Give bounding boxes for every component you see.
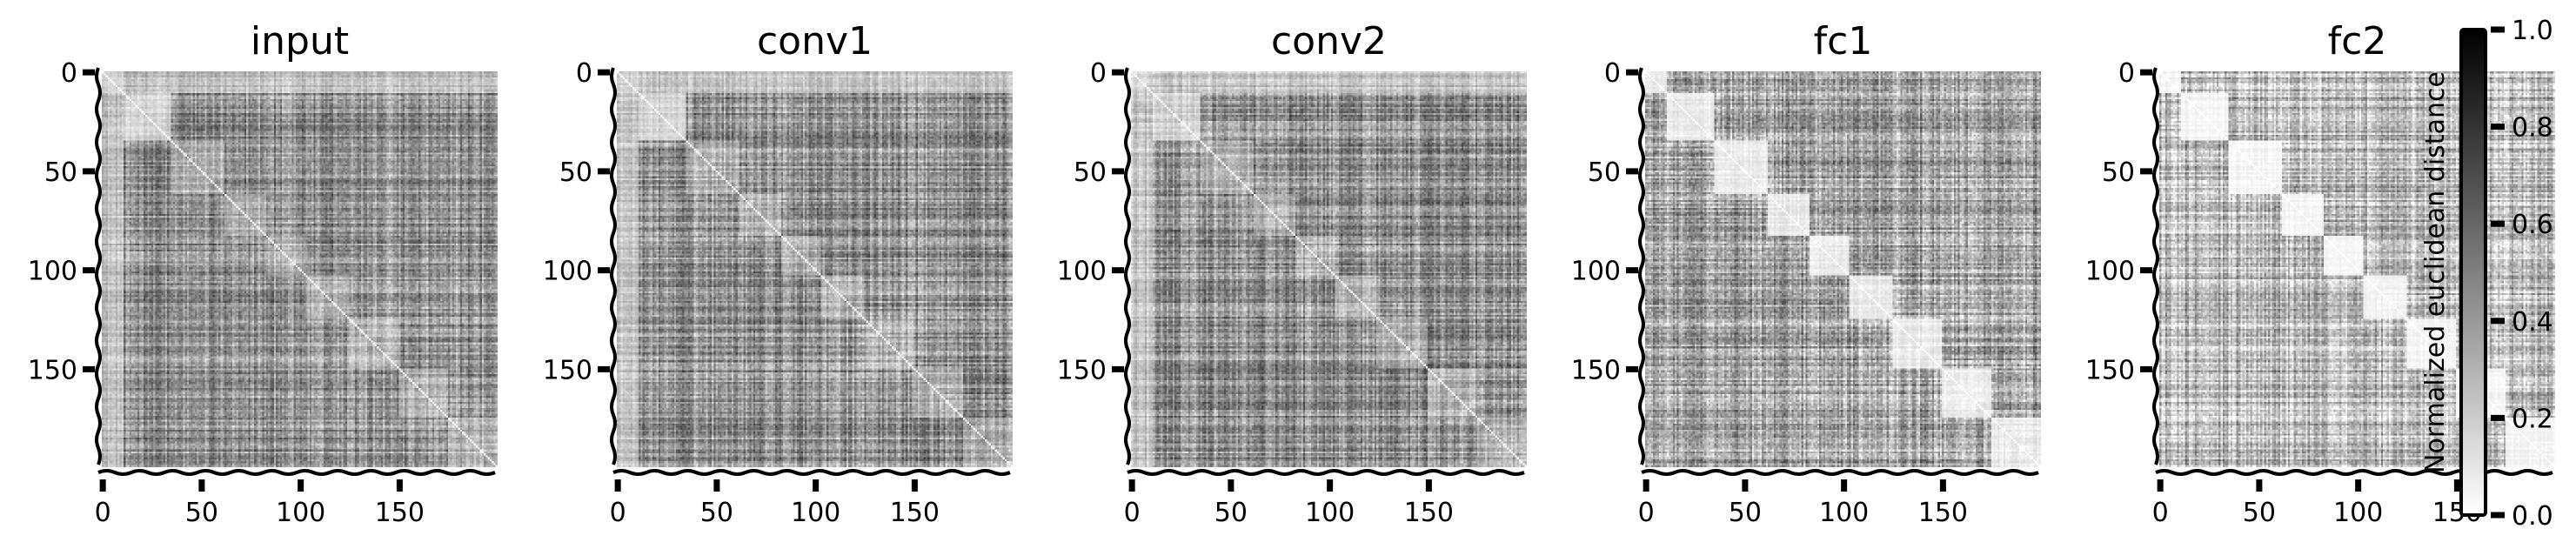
colorbar-tick-label: 0.2 bbox=[2512, 404, 2553, 434]
panel-conv2: conv2 0 50 100 150 0 50 100 150 bbox=[1057, 19, 1527, 528]
panel-input: input 0 50 100 150 0 50 100 150 bbox=[28, 19, 498, 528]
colorbar-gradient bbox=[2461, 30, 2486, 515]
y-tick-label: 150 bbox=[543, 355, 592, 385]
x-tick-label: 100 bbox=[1305, 498, 1355, 528]
panel-title: input bbox=[251, 19, 349, 64]
y-tick-label: 100 bbox=[1571, 257, 1621, 287]
y-tick-label: 150 bbox=[1057, 355, 1107, 385]
heatmap-cells bbox=[617, 71, 1013, 467]
heatmap-cells bbox=[102, 71, 498, 467]
y-axis-spine bbox=[1124, 67, 1131, 465]
y-tick-label: 150 bbox=[28, 355, 77, 385]
y-axis-spine bbox=[610, 67, 617, 465]
x-tick-label: 150 bbox=[890, 498, 940, 528]
heatmap-image bbox=[2159, 71, 2555, 467]
x-tick-label: 100 bbox=[276, 498, 325, 528]
panel-fc1: fc1 0 50 100 150 0 50 100 150 bbox=[1571, 19, 2041, 528]
x-axis-spine bbox=[1641, 469, 2039, 476]
y-tick-label: 0 bbox=[2118, 58, 2135, 89]
colorbar-tick-label: 0.8 bbox=[2512, 113, 2553, 144]
y-tick-label: 150 bbox=[2085, 355, 2135, 385]
y-tick-label: 50 bbox=[1074, 157, 1107, 188]
colorbar-tick-label: 1.0 bbox=[2512, 16, 2553, 46]
x-tick-label: 150 bbox=[1404, 498, 1454, 528]
y-axis-spine bbox=[1638, 67, 1645, 465]
x-tick-label: 50 bbox=[700, 498, 733, 528]
panel-title: fc2 bbox=[2328, 19, 2387, 64]
y-tick-label: 50 bbox=[1588, 157, 1621, 188]
y-tick-label: 50 bbox=[2102, 157, 2135, 188]
panel-title: conv1 bbox=[757, 19, 873, 64]
y-tick-label: 100 bbox=[543, 257, 592, 287]
colorbar: 0.0 0.2 0.4 0.6 0.8 1.0 Normalized euclidean d… bbox=[2420, 16, 2553, 532]
heatmap-image bbox=[1131, 71, 1527, 467]
colorbar-frame bbox=[2459, 28, 2487, 517]
x-tick-label: 0 bbox=[2152, 498, 2169, 528]
y-tick-label: 0 bbox=[1090, 58, 1107, 89]
x-tick-label: 50 bbox=[2243, 498, 2276, 528]
heatmap-image bbox=[617, 71, 1013, 467]
colorbar-tick-label: 0.0 bbox=[2512, 501, 2553, 532]
colorbar-tick-label: 0.4 bbox=[2512, 307, 2553, 338]
x-tick-label: 100 bbox=[2333, 498, 2383, 528]
y-axis-spine bbox=[95, 67, 102, 465]
y-tick-label: 100 bbox=[2085, 257, 2135, 287]
panel-title: conv2 bbox=[1271, 19, 1387, 64]
x-axis-spine bbox=[2155, 469, 2553, 476]
heatmap-panels: input 0 50 100 150 0 50 100 150 conv1 0 50 100 150 0 50… bbox=[28, 19, 2555, 528]
y-tick-label: 150 bbox=[1571, 355, 1621, 385]
x-axis-spine bbox=[612, 469, 1011, 476]
y-tick-label: 50 bbox=[44, 157, 77, 188]
y-tick-label: 50 bbox=[559, 157, 592, 188]
y-tick-label: 100 bbox=[28, 257, 77, 287]
x-tick-label: 150 bbox=[375, 498, 425, 528]
x-tick-label: 0 bbox=[95, 498, 111, 528]
panel-title: fc1 bbox=[1814, 19, 1873, 64]
x-tick-label: 0 bbox=[610, 498, 626, 528]
x-tick-label: 50 bbox=[1214, 498, 1248, 528]
x-tick-label: 0 bbox=[1124, 498, 1141, 528]
y-tick-label: 0 bbox=[61, 58, 77, 89]
x-tick-label: 50 bbox=[1729, 498, 1762, 528]
x-axis-spine bbox=[1127, 469, 1525, 476]
heatmap-image bbox=[102, 71, 498, 467]
x-axis-spine bbox=[97, 469, 496, 476]
x-tick-label: 100 bbox=[1819, 498, 1869, 528]
y-tick-label: 100 bbox=[1057, 257, 1107, 287]
heatmap-cells bbox=[2159, 71, 2555, 467]
colorbar-tick-label: 0.6 bbox=[2512, 210, 2553, 240]
y-tick-label: 0 bbox=[576, 58, 592, 89]
x-tick-label: 150 bbox=[1918, 498, 1968, 528]
x-tick-label: 0 bbox=[1638, 498, 1655, 528]
y-axis-spine bbox=[2152, 67, 2159, 465]
x-tick-label: 50 bbox=[185, 498, 218, 528]
heatmap-cells bbox=[1131, 71, 1527, 467]
colorbar-label: Normalized euclidean distance bbox=[2420, 71, 2451, 473]
heatmap-image bbox=[1645, 71, 2041, 467]
panel-conv1: conv1 0 50 100 150 0 50 100 150 bbox=[543, 19, 1013, 528]
heatmap-cells bbox=[1645, 71, 2041, 467]
y-tick-label: 0 bbox=[1604, 58, 1621, 89]
x-tick-label: 100 bbox=[791, 498, 840, 528]
